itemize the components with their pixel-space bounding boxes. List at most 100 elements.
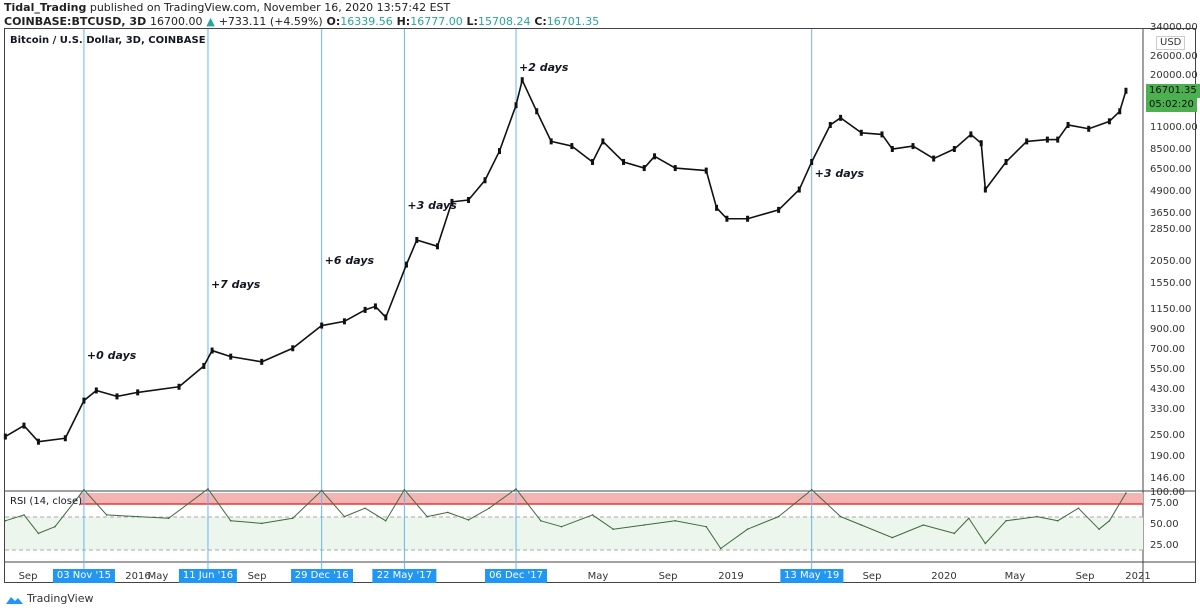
author[interactable]: Tidal_Trading [4, 1, 87, 14]
rsi-segment [515, 488, 542, 522]
high-label: H: [396, 15, 411, 28]
rsi-segment [984, 520, 1007, 544]
price-tick-label: 4900.00 [1150, 186, 1192, 197]
price-segment [747, 209, 779, 220]
price-segment [116, 391, 138, 398]
open-label: O: [326, 15, 341, 28]
price-segment [912, 145, 935, 160]
price-segment [861, 131, 883, 136]
rsi-segment [230, 520, 262, 524]
price-tick-label: 26000.00 [1150, 51, 1198, 62]
price-segment [829, 117, 842, 126]
price-tick-label: 3650.00 [1150, 208, 1192, 219]
up-arrow-icon: ▲ [206, 15, 215, 28]
time-tick-label: Sep [658, 571, 678, 582]
price-segment [321, 320, 345, 327]
rsi-title: RSI (14, close) [10, 496, 83, 507]
rsi-segment [675, 520, 707, 528]
price-tick-label: 146.00 [1150, 473, 1185, 484]
price-segment [571, 145, 594, 163]
price-tick-label: 250.00 [1150, 430, 1185, 441]
price-segment [467, 179, 486, 201]
tradingview-logo[interactable]: TradingView [4, 592, 93, 605]
price-segment [38, 437, 66, 443]
price-segment [451, 199, 469, 203]
price-tick-label: 700.00 [1150, 344, 1185, 355]
high-value: 16777.00 [410, 15, 463, 28]
price-tick-label: 34000.00 [1150, 22, 1198, 33]
price-segment [23, 425, 40, 443]
price-segment [1005, 140, 1028, 163]
time-tick-label: Sep [18, 571, 38, 582]
delay-annotation: +6 days [324, 254, 375, 267]
price-segment [230, 355, 262, 363]
price-tick-label: 430.00 [1150, 384, 1185, 395]
rsi-segment [1057, 507, 1079, 522]
price-segment [416, 239, 438, 248]
price-segment [953, 133, 972, 150]
rsi-tick-label: 75.00 [1150, 498, 1179, 509]
price-segment [892, 145, 914, 150]
price-segment [550, 140, 573, 147]
rsi-segment [923, 524, 955, 534]
rsi-segment [83, 489, 108, 516]
price-segment [178, 365, 205, 388]
price-segment [211, 349, 231, 358]
price-segment [292, 324, 323, 349]
time-tick-label: Sep [247, 571, 267, 582]
rsi-segment [892, 524, 924, 539]
price-segment [1057, 124, 1069, 141]
price-segment [535, 110, 552, 142]
price-segment [643, 155, 656, 169]
rsi-segment [292, 490, 323, 519]
price-segment [1026, 138, 1048, 143]
price-segment [137, 385, 180, 394]
price-tick-label: 900.00 [1150, 324, 1185, 335]
price-tick-label: 2050.00 [1150, 256, 1192, 267]
publish-info: Tidal_Trading published on TradingView.c… [4, 1, 450, 14]
price-segment [364, 305, 376, 311]
close-label: C: [534, 15, 547, 28]
price-tick-label: 190.00 [1150, 451, 1185, 462]
delay-annotation: +7 days [210, 278, 261, 291]
rsi-segment [488, 488, 517, 509]
price-segment [484, 150, 501, 181]
price-segment [1067, 124, 1089, 130]
change: +733.11 (+4.59%) [218, 15, 323, 28]
rsi-segment [344, 507, 366, 518]
rsi-segment [261, 517, 293, 524]
rsi-segment [1098, 520, 1110, 530]
rsi-segment [561, 514, 593, 528]
price-segment [675, 167, 707, 172]
rsi-tick-label: 100.00 [1150, 487, 1185, 498]
chart-title: Bitcoin / U.S. Dollar, 3D, COINBASE [10, 35, 206, 46]
price-segment [1088, 120, 1110, 130]
price-segment [4, 424, 25, 438]
open-value: 16339.56 [340, 15, 393, 28]
rsi-segment [427, 511, 448, 518]
price-segment [933, 148, 955, 160]
price-tick-label: 330.00 [1150, 404, 1185, 415]
price-tick-label: 8500.00 [1150, 144, 1192, 155]
rsi-segment [747, 516, 779, 530]
price-segment [521, 79, 538, 112]
rsi-segment [840, 516, 862, 526]
rsi-segment [468, 507, 490, 521]
brand-name: TradingView [27, 592, 94, 605]
time-tick-label: 2021 [1125, 571, 1151, 582]
rsi-segment [23, 514, 39, 534]
delay-annotation: +0 days [86, 349, 137, 362]
chart-frame [4, 28, 1196, 583]
bar-countdown: 05:02:20 [1146, 98, 1197, 112]
rsi-segment [364, 507, 387, 522]
price-segment [1108, 110, 1121, 122]
rsi-segment [1078, 507, 1100, 530]
price-segment [83, 389, 97, 402]
currency-label: USD [1156, 36, 1186, 50]
rsi-segment [137, 516, 169, 519]
price-segment [261, 347, 294, 363]
time-tick-label: May [147, 571, 169, 582]
rsi-segment [1036, 516, 1058, 522]
last-price-tag: 16701.35 [1146, 84, 1200, 98]
